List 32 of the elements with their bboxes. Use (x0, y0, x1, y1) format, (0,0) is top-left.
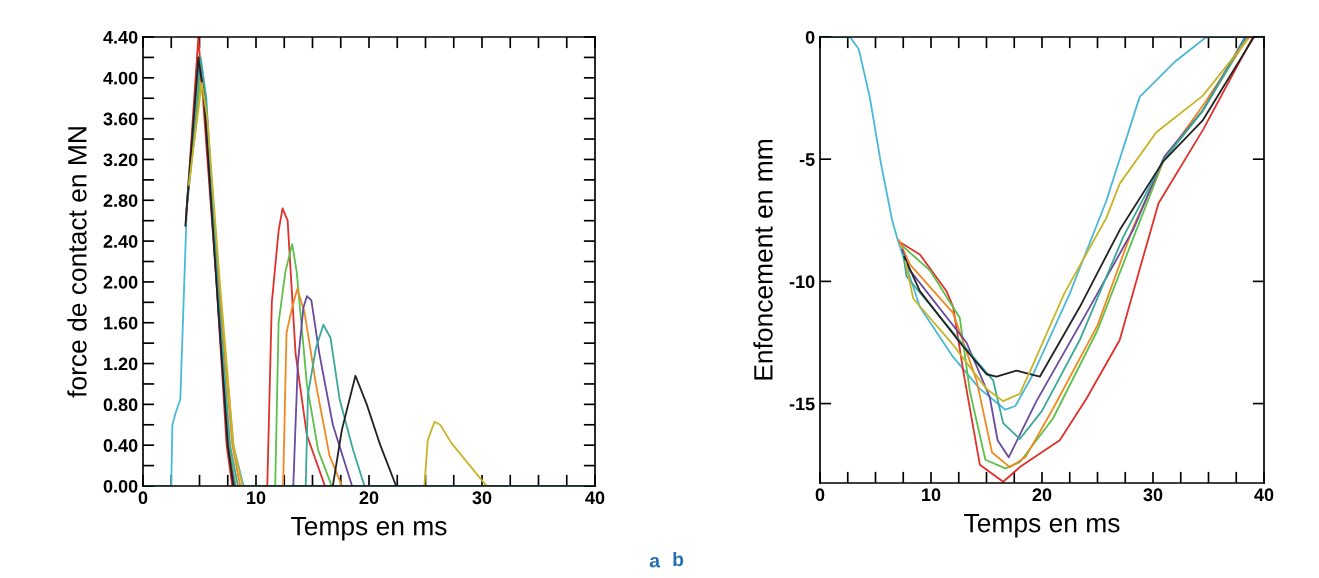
y-tick-label: 0.80 (103, 398, 138, 412)
y-axis-title: Enfoncement en mm (753, 139, 773, 380)
y-tick-label: 0.00 (103, 479, 138, 493)
y-tick-label: 4.40 (103, 30, 138, 44)
y-tick-label: 4.00 (103, 71, 138, 85)
y-tick-label: -10 (789, 275, 815, 289)
x-axis-title: Temps en ms (964, 513, 1120, 538)
y-tick-label: 2.80 (103, 194, 138, 207)
y-tick-label: 3.60 (103, 112, 138, 126)
y-tick-label: 1.60 (104, 316, 138, 330)
x-tick-label: 30 (1143, 488, 1163, 502)
x-tick-label: 20 (359, 491, 379, 505)
y-tick-label: 2.00 (103, 275, 138, 289)
y-tick-label: 1.20 (104, 357, 138, 371)
x-tick-label: 0 (815, 488, 825, 502)
x-tick-label: 30 (472, 491, 492, 505)
x-tick-label: 0 (138, 491, 148, 505)
x-tick-label: 40 (585, 491, 605, 505)
text: b (673, 551, 684, 567)
x-tick-label: 10 (247, 491, 266, 505)
y-tick-label: 0 (805, 30, 815, 44)
x-tick-label: 10 (922, 488, 941, 502)
y-axis-title: force de contact en MN (67, 127, 87, 398)
x-tick-label: 20 (1032, 488, 1052, 502)
y-tick-label: -5 (799, 153, 815, 166)
text: a (649, 556, 661, 568)
x-tick-label: 40 (1254, 488, 1274, 502)
x-axis-title: Temps en ms (291, 516, 447, 541)
y-tick-label: -15 (789, 397, 815, 411)
y-tick-label: 3.20 (103, 153, 138, 167)
y-tick-label: 0.40 (103, 439, 138, 452)
y-tick-label: 2.40 (103, 235, 138, 248)
